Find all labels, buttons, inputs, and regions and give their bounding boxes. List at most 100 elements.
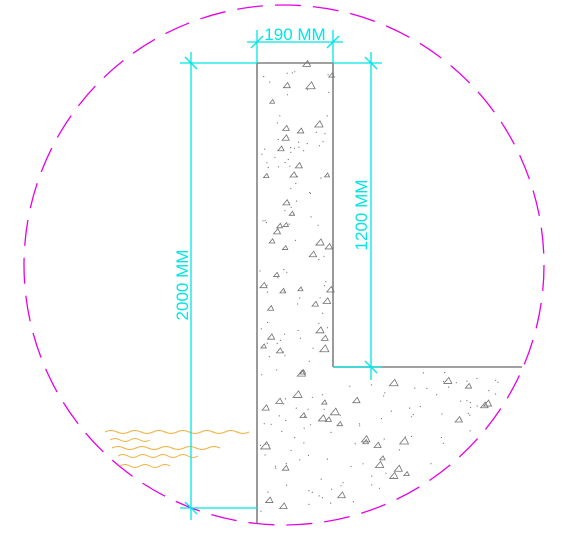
aggregate-dot: [309, 192, 310, 193]
aggregate-dot: [359, 423, 360, 424]
aggregate-dot: [443, 381, 444, 382]
aggregate-dot: [308, 504, 309, 505]
aggregate-dot: [261, 154, 262, 155]
aggregate-dot: [269, 356, 270, 357]
aggregate-dot: [470, 430, 471, 431]
aggregate-dot: [420, 406, 421, 407]
aggregate-dot: [466, 400, 467, 401]
aggregate-dot: [285, 162, 286, 163]
aggregate-dot: [328, 74, 329, 75]
dimension-width-label: 190 MM: [264, 25, 325, 44]
aggregate-dot: [379, 488, 380, 489]
aggregate-dot: [470, 402, 471, 403]
aggregate-dot: [318, 259, 319, 260]
aggregate-dot: [285, 398, 286, 399]
aggregate-dot: [298, 142, 299, 143]
aggregate-dot: [261, 374, 262, 375]
aggregate-dot: [285, 420, 286, 421]
aggregate-dot: [296, 408, 297, 409]
aggregate-dot: [385, 473, 386, 474]
aggregate-dot: [441, 437, 442, 438]
aggregate-dot: [309, 361, 310, 362]
aggregate-dot: [290, 147, 291, 148]
aggregate-dot: [265, 454, 266, 455]
aggregate-dot: [268, 167, 269, 168]
aggregate-dot: [299, 459, 300, 460]
aggregate-dot: [322, 497, 323, 498]
aggregate-dot: [312, 348, 313, 349]
aggregate-dot: [317, 225, 318, 226]
aggregate-dot: [319, 495, 320, 496]
aggregate-dot: [325, 335, 326, 336]
aggregate-dot: [353, 501, 354, 502]
aggregate-dot: [316, 132, 317, 133]
aggregate-dot: [477, 405, 478, 406]
aggregate-dot: [290, 188, 291, 189]
aggregate-dot: [470, 407, 471, 408]
aggregate-dot: [281, 431, 282, 432]
aggregate-dot: [363, 463, 364, 464]
aggregate-dot: [294, 148, 295, 149]
aggregate-dot: [284, 355, 285, 356]
aggregate-dot: [289, 224, 290, 225]
aggregate-dot: [280, 340, 281, 341]
aggregate-dot: [497, 382, 498, 383]
aggregate-dot: [274, 157, 275, 158]
aggregate-dot: [278, 139, 279, 140]
aggregate-dot: [308, 490, 309, 491]
aggregate-dot: [495, 380, 496, 381]
aggregate-dot: [359, 425, 360, 426]
aggregate-dot: [289, 166, 290, 167]
aggregate-dot: [384, 392, 385, 393]
aggregate-dot: [295, 183, 296, 184]
aggregate-dot: [310, 216, 311, 217]
aggregate-dot: [318, 323, 319, 324]
aggregate-dot: [312, 492, 313, 493]
aggregate-dot: [297, 176, 298, 177]
aggregate-dot: [304, 428, 305, 429]
aggregate-dot: [283, 351, 284, 352]
aggregate-dot: [307, 409, 308, 410]
aggregate-dot: [263, 76, 264, 77]
aggregate-dot: [323, 141, 324, 142]
aggregate-dot: [371, 484, 372, 485]
aggregate-dot: [308, 455, 309, 456]
aggregate-dot: [283, 403, 284, 404]
aggregate-dot: [322, 394, 323, 395]
aggregate-dot: [350, 466, 351, 467]
aggregate-dot: [266, 222, 267, 223]
aggregate-dot: [264, 423, 265, 424]
aggregate-dot: [495, 394, 496, 395]
aggregate-dot: [327, 115, 328, 116]
aggregate-dot: [319, 145, 320, 146]
aggregate-dot: [381, 418, 382, 419]
aggregate-dot: [328, 92, 329, 93]
aggregate-dot: [271, 424, 272, 425]
aggregate-dot: [460, 401, 461, 402]
aggregate-dot: [430, 463, 431, 464]
aggregate-dot: [488, 390, 489, 391]
aggregate-dot: [307, 143, 308, 144]
aggregate-dot: [384, 438, 385, 439]
aggregate-dot: [298, 330, 299, 331]
aggregate-dot: [277, 122, 278, 123]
aggregate-dot: [409, 408, 410, 409]
dimension-total-height-label: 2000 MM: [173, 250, 192, 321]
aggregate-dot: [405, 436, 406, 437]
aggregate-dot: [371, 476, 372, 477]
aggregate-dot: [300, 338, 301, 339]
aggregate-dot: [331, 489, 332, 490]
aggregate-dot: [426, 388, 427, 389]
aggregate-dot: [295, 240, 296, 241]
aggregate-dot: [411, 436, 412, 437]
aggregate-dot: [275, 466, 276, 467]
aggregate-dot: [461, 419, 462, 420]
aggregate-dot: [393, 477, 394, 478]
aggregate-dot: [296, 201, 297, 202]
aggregate-dot: [349, 386, 350, 387]
aggregate-dot: [261, 328, 262, 329]
aggregate-dot: [324, 133, 325, 134]
aggregate-dot: [423, 372, 424, 373]
aggregate-dot: [267, 343, 268, 344]
